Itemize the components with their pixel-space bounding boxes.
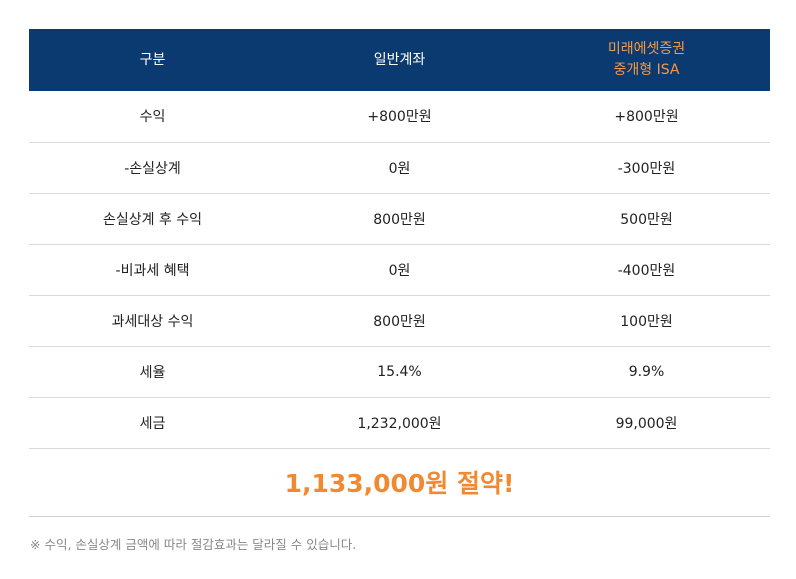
- isa-value: +800만원: [523, 91, 770, 143]
- row-label: -비과세 혜택: [29, 244, 276, 296]
- table-row: -비과세 혜택 0원 -400만원: [29, 244, 770, 296]
- table-row: 손실상계 후 수익 800만원 500만원: [29, 193, 770, 245]
- table-header: 구분 일반계좌 미래에셋증권 중개형 ISA: [29, 29, 770, 91]
- general-value: 0원: [276, 142, 523, 194]
- table-row: 과세대상 수익 800만원 100만원: [29, 295, 770, 347]
- header-isa-account: 미래에셋증권 중개형 ISA: [523, 29, 770, 91]
- row-label: 수익: [29, 91, 276, 143]
- row-label: 손실상계 후 수익: [29, 193, 276, 245]
- isa-value: -300만원: [523, 142, 770, 194]
- savings-row: 1,133,000원 절약!: [29, 449, 770, 517]
- row-label: -손실상계: [29, 142, 276, 194]
- header-isa-line1: 미래에셋증권: [607, 41, 686, 57]
- isa-value: 99,000원: [523, 397, 770, 449]
- table-row: 세율 15.4% 9.9%: [29, 346, 770, 398]
- general-value: 0원: [276, 244, 523, 296]
- header-category: 구분: [139, 51, 166, 68]
- isa-value: -400만원: [523, 244, 770, 296]
- header-general-account: 일반계좌: [373, 51, 426, 68]
- table-row: 수익 +800만원 +800만원: [29, 91, 770, 143]
- table-body: 수익 +800만원 +800만원 -손실상계 0원 -300만원 손실상계 후 …: [29, 91, 770, 449]
- savings-amount: 1,133,000원 절약!: [284, 469, 515, 498]
- general-value: 800만원: [276, 193, 523, 245]
- general-value: 800만원: [276, 295, 523, 347]
- general-value: +800만원: [276, 91, 523, 143]
- header-isa-line2: 중개형 ISA: [613, 62, 680, 78]
- footnote: ※ 수익, 손실상계 금액에 따라 절감효과는 달라질 수 있습니다.: [30, 536, 357, 552]
- isa-value: 500만원: [523, 193, 770, 245]
- comparison-section: 구분 일반계좌 미래에셋증권 중개형 ISA 수익 +800만원 +800만원 …: [29, 29, 770, 553]
- general-value: 1,232,000원: [276, 397, 523, 449]
- row-label: 과세대상 수익: [29, 295, 276, 347]
- table-row: 세금 1,232,000원 99,000원: [29, 397, 770, 449]
- table-row: -손실상계 0원 -300만원: [29, 142, 770, 194]
- isa-value: 100만원: [523, 295, 770, 347]
- general-value: 15.4%: [276, 346, 523, 398]
- row-label: 세율: [29, 346, 276, 398]
- row-label: 세금: [29, 397, 276, 449]
- comparison-table: 구분 일반계좌 미래에셋증권 중개형 ISA 수익 +800만원 +800만원 …: [29, 29, 770, 449]
- isa-value: 9.9%: [523, 346, 770, 398]
- header-row: 구분 일반계좌 미래에셋증권 중개형 ISA: [29, 29, 770, 91]
